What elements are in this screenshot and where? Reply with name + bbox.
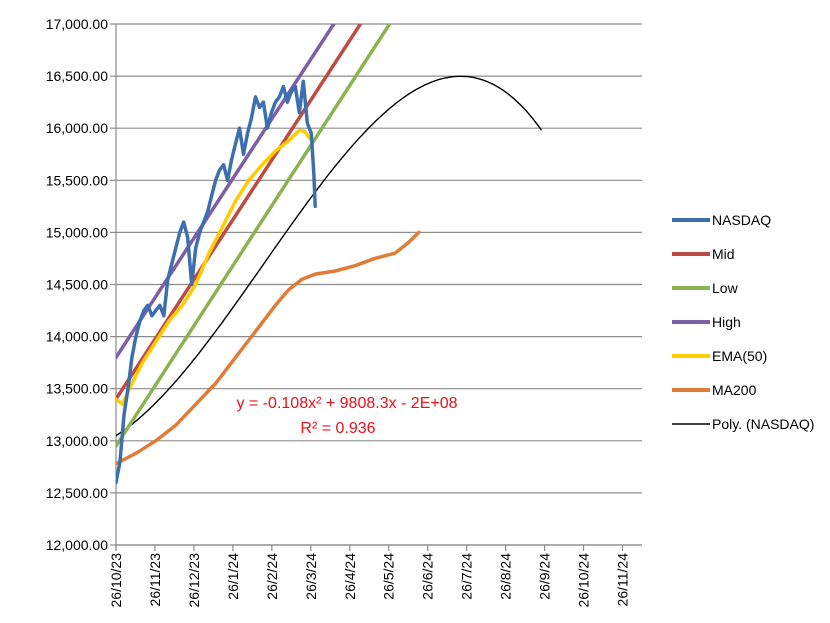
x-tick-label: 26/9/24 (537, 553, 553, 600)
trendline-equation: y = -0.108x² + 9808.3x - 2E+08 (236, 395, 457, 412)
x-tick-label: 26/4/24 (342, 553, 358, 600)
y-tick-label: 12,500.00 (46, 485, 108, 501)
x-tick-label: 26/11/23 (147, 553, 163, 607)
series-lines (116, 24, 542, 485)
legend-label-low: Low (712, 280, 739, 296)
series-line-low (116, 24, 392, 448)
legend-label-high: High (712, 314, 741, 330)
y-tick-label: 14,500.00 (46, 277, 108, 293)
y-tick-label: 12,000.00 (46, 537, 108, 553)
y-tick-label: 14,000.00 (46, 329, 108, 345)
y-tick-label: 13,500.00 (46, 381, 108, 397)
legend-label-poly-nasdaq: Poly. (NASDAQ) (712, 416, 814, 432)
grid-lines (110, 23, 642, 546)
y-tick-label: 16,500.00 (46, 68, 108, 84)
series-line-ma200 (116, 230, 421, 466)
x-tick-label: 26/5/24 (381, 553, 397, 600)
series-line-nasdaq (116, 79, 317, 485)
y-tick-label: 15,500.00 (46, 172, 108, 188)
x-axis-ticks: 26/10/23 26/11/23 26/12/23 26/1/24 26/2/24 26… (108, 545, 631, 608)
y-axis-ticks: 12,000.00 12,500.00 13,000.00 13,500.00 14,0… (46, 16, 108, 553)
x-tick-label: 26/7/24 (459, 553, 475, 600)
legend-label-mid: Mid (712, 246, 735, 262)
y-tick-label: 13,000.00 (46, 433, 108, 449)
series-line-high (116, 24, 336, 360)
x-tick-label: 26/1/24 (225, 553, 241, 600)
legend: NASDAQ Mid Low High EMA(50) MA200 Poly. (NASDA… (672, 212, 814, 432)
legend-label-nasdaq: NASDAQ (712, 212, 771, 228)
x-tick-label: 26/3/24 (303, 553, 319, 600)
y-tick-label: 16,000.00 (46, 120, 108, 136)
x-tick-label: 26/12/23 (186, 553, 202, 608)
y-tick-label: 17,000.00 (46, 16, 108, 32)
x-tick-label: 26/11/24 (615, 553, 631, 607)
x-tick-label: 26/8/24 (498, 553, 514, 600)
series-line-poly-nasdaq (116, 75, 542, 437)
legend-label-ema-50: EMA(50) (712, 348, 767, 364)
x-tick-label: 26/6/24 (420, 553, 436, 600)
x-tick-label: 26/10/24 (576, 553, 592, 608)
series-line-mid (116, 24, 363, 401)
y-tick-label: 15,000.00 (46, 224, 108, 240)
x-tick-label: 26/10/23 (108, 553, 124, 608)
x-tick-label: 26/2/24 (264, 553, 280, 600)
legend-label-ma200: MA200 (712, 382, 757, 398)
series-line-ema-50 (116, 128, 312, 407)
trendline-r-squared: R² = 0.936 (300, 420, 375, 437)
